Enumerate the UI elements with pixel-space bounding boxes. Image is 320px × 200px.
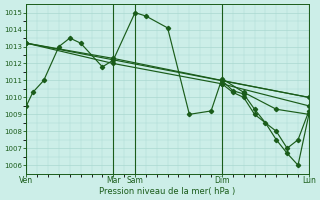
X-axis label: Pression niveau de la mer( hPa ): Pression niveau de la mer( hPa ) — [100, 187, 236, 196]
